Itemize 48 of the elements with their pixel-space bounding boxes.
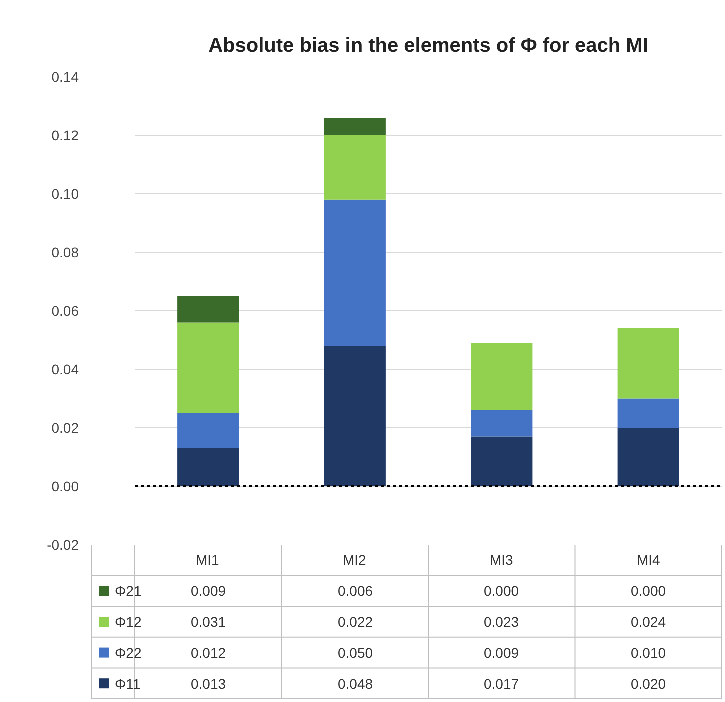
legend-label: Φ11 — [115, 676, 141, 692]
data-label: 0.006 — [338, 583, 374, 599]
bar — [618, 328, 680, 399]
y-tick-label: 0.08 — [52, 244, 80, 260]
y-tick-label: 0.00 — [52, 478, 80, 494]
bar — [618, 428, 680, 486]
data-label: 0.000 — [631, 583, 666, 599]
y-tick-label: 0.14 — [52, 68, 80, 85]
bar — [324, 346, 386, 486]
bar — [471, 343, 533, 410]
chart-title: Absolute bias in the elements of Φ for each MI — [208, 35, 648, 57]
data-label: 0.020 — [631, 676, 666, 692]
bar — [178, 413, 240, 448]
bar — [324, 136, 386, 200]
data-label: 0.024 — [631, 614, 666, 630]
data-label: 0.013 — [191, 676, 226, 692]
data-label: 0.022 — [338, 614, 374, 630]
data-label: 0.050 — [338, 645, 374, 661]
data-label: 0.031 — [191, 614, 226, 630]
legend-label: Φ21 — [115, 583, 142, 599]
data-label: 0.000 — [484, 583, 520, 599]
legend-label: Φ12 — [115, 614, 142, 630]
x-tick-label: MI2 — [343, 552, 367, 568]
bar — [178, 322, 240, 414]
bar — [471, 436, 533, 486]
y-tick-label: 0.12 — [52, 127, 80, 144]
y-tick-label: 0.10 — [52, 186, 80, 202]
bar — [618, 398, 680, 428]
bar — [178, 296, 240, 323]
data-label: 0.010 — [631, 645, 666, 661]
bar — [471, 410, 533, 437]
y-tick-label: 0.06 — [52, 302, 80, 319]
bar — [324, 118, 386, 136]
y-tick-label: 0.04 — [52, 361, 80, 378]
data-label: 0.023 — [484, 614, 520, 630]
bar — [178, 448, 240, 486]
y-tick-label: -0.02 — [47, 536, 80, 553]
data-label: 0.009 — [484, 645, 520, 661]
data-label: 0.048 — [338, 676, 374, 692]
bar — [324, 200, 386, 346]
x-tick-label: MI4 — [637, 552, 661, 568]
data-label: 0.012 — [191, 645, 226, 661]
data-label: 0.009 — [191, 583, 226, 599]
data-label: 0.017 — [484, 676, 520, 692]
y-tick-label: 0.02 — [52, 420, 80, 436]
legend-label: Φ22 — [115, 645, 142, 661]
x-tick-label: MI1 — [196, 552, 220, 568]
x-tick-label: MI3 — [490, 552, 514, 568]
